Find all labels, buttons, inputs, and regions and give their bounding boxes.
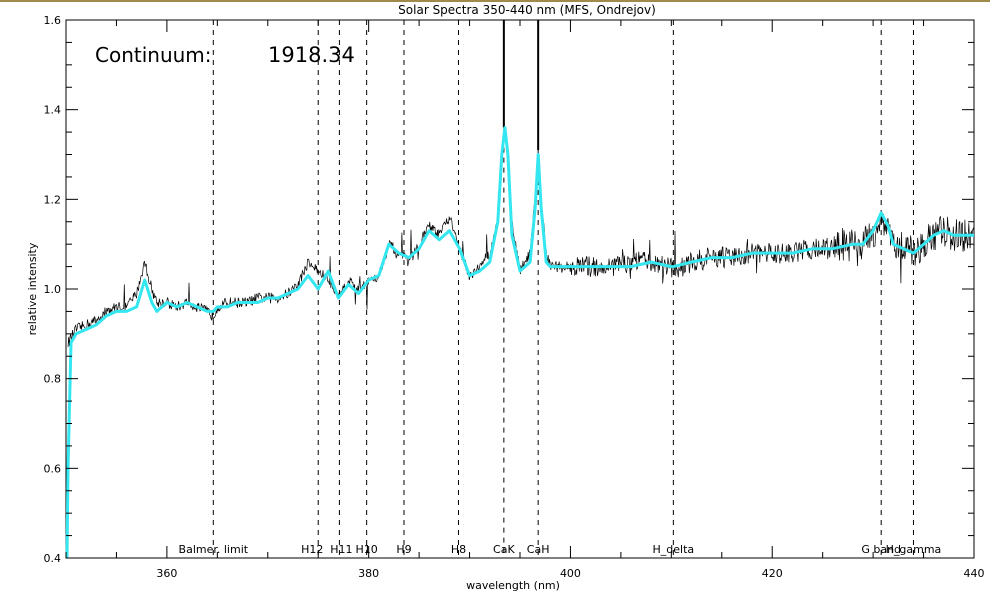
reference-line-label-8: H_delta — [653, 543, 695, 556]
reference-line-label-1: H12 — [301, 543, 323, 556]
x-axis-label: wavelength (nm) — [466, 579, 560, 592]
reference-lines — [212, 20, 914, 558]
x-tick-label-1: 380 — [358, 567, 379, 580]
reference-line-labels: Balmer. limit H12 H11 H10 H9 H8 CaK CaH H_delta G… — [179, 543, 942, 556]
reference-line-label-6: CaK — [493, 543, 515, 556]
y-axis-label: relative intensity — [26, 242, 39, 335]
y-tick-label-3: 1.0 — [44, 283, 62, 296]
window-top-border — [0, 0, 990, 2]
continuum-value: 1918.34 — [268, 43, 355, 67]
y-tick-label-1: 0.6 — [44, 462, 62, 475]
reference-line-label-10: H_gamma — [886, 543, 942, 556]
x-tick-label-2: 400 — [560, 567, 581, 580]
reference-line-label-0: Balmer. limit — [179, 543, 249, 556]
axis-ticks: 360 380 400 420 440 0.4 0.6 0.8 1.0 1.2 1.4 1.6 — [44, 14, 985, 580]
reference-line-label-3: H10 — [356, 543, 378, 556]
x-tick-label-0: 360 — [156, 567, 177, 580]
y-tick-label-0: 0.4 — [44, 552, 62, 565]
y-tick-label-2: 0.8 — [44, 373, 62, 386]
plot-frame — [65, 19, 975, 559]
x-tick-label-3: 420 — [762, 567, 783, 580]
reference-line-label-4: H9 — [396, 543, 411, 556]
series-raw-spectrum — [67, 128, 975, 348]
continuum-label: Continuum: — [95, 43, 212, 67]
reference-line-label-9: G band — [861, 543, 901, 556]
y-tick-label-6: 1.6 — [44, 14, 62, 27]
chart-title: Solar Spectra 350-440 nm (MFS, Ondrejov) — [398, 3, 656, 17]
x-tick-label-4: 440 — [964, 567, 985, 580]
series-smoothed-spectrum — [65, 126, 974, 559]
reference-line-label-2: H11 — [330, 543, 352, 556]
series-layer — [65, 126, 975, 559]
reference-line-label-5: H8 — [451, 543, 466, 556]
y-tick-label-4: 1.2 — [44, 193, 62, 206]
reference-line-label-7: CaH — [527, 543, 550, 556]
y-tick-label-5: 1.4 — [44, 104, 62, 117]
